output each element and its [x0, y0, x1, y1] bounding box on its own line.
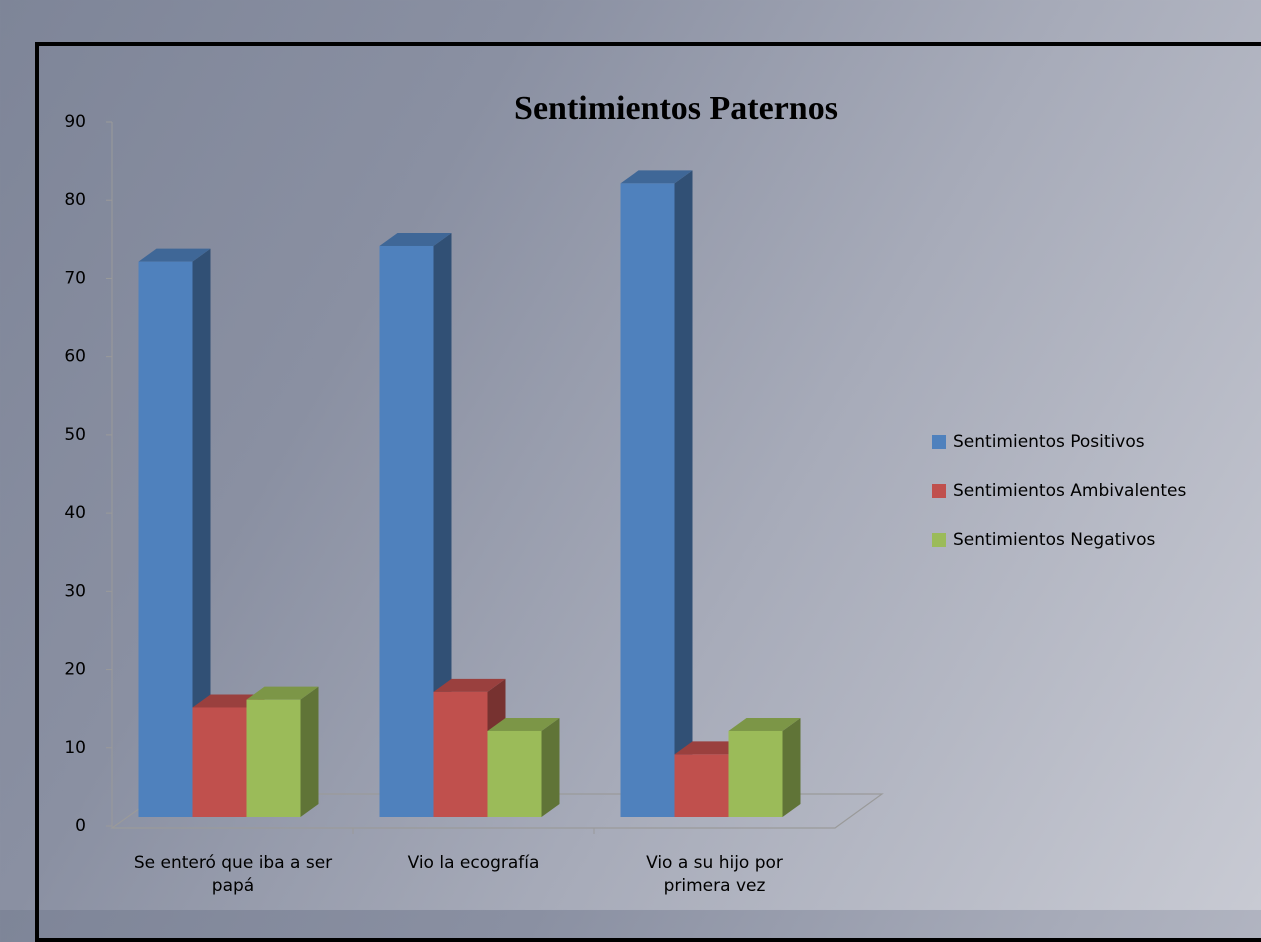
y-tick-label: 90 — [64, 112, 86, 132]
bar-side — [192, 248, 211, 818]
bar-top — [138, 248, 211, 262]
y-tick-label: 50 — [64, 425, 86, 445]
y-tick-label: 10 — [64, 738, 86, 758]
y-tick-label: 0 — [75, 816, 86, 836]
bar-side — [782, 717, 801, 817]
x-tick-label: Vio la ecografía — [407, 853, 540, 873]
legend-label: Sentimientos Ambivalentes — [953, 481, 1187, 501]
bar — [138, 261, 193, 818]
bar — [487, 730, 542, 817]
bar-top — [620, 170, 693, 184]
chart: Sentimientos Paternos 0 10 20 30 40 50 60 70 80 9… — [64, 90, 1187, 836]
bar — [433, 691, 488, 817]
bar-top — [433, 678, 506, 692]
x-tick-label: Vio a su hijo por primera vez — [646, 853, 783, 896]
bar-top — [487, 717, 560, 731]
bar — [674, 754, 729, 817]
bar — [728, 730, 783, 817]
bar — [246, 699, 301, 817]
y-tick-label: 40 — [64, 503, 86, 523]
bar — [620, 183, 675, 817]
bar — [192, 707, 247, 817]
legend-swatch — [932, 435, 946, 449]
bar-side — [300, 686, 319, 817]
bar-top — [728, 717, 801, 731]
x-tick-label: Se enteró que iba a ser papá — [133, 853, 333, 896]
legend-swatch — [932, 484, 946, 498]
bar-side — [433, 232, 452, 817]
y-tick-label: 80 — [64, 190, 86, 210]
y-tick-label: 60 — [64, 347, 86, 367]
bar-side — [541, 717, 560, 817]
y-tick-label: 70 — [64, 268, 86, 288]
y-tick-label: 30 — [64, 581, 86, 601]
bar-top — [379, 232, 452, 246]
chart-title: Sentimientos Paternos — [514, 90, 838, 127]
legend-label: Sentimientos Negativos — [953, 530, 1155, 550]
legend-label: Sentimientos Positivos — [953, 432, 1145, 452]
bar-side — [674, 170, 693, 817]
bar-top — [246, 686, 319, 700]
bar — [379, 245, 434, 817]
legend-swatch — [932, 533, 946, 547]
y-tick-label: 20 — [64, 660, 86, 680]
